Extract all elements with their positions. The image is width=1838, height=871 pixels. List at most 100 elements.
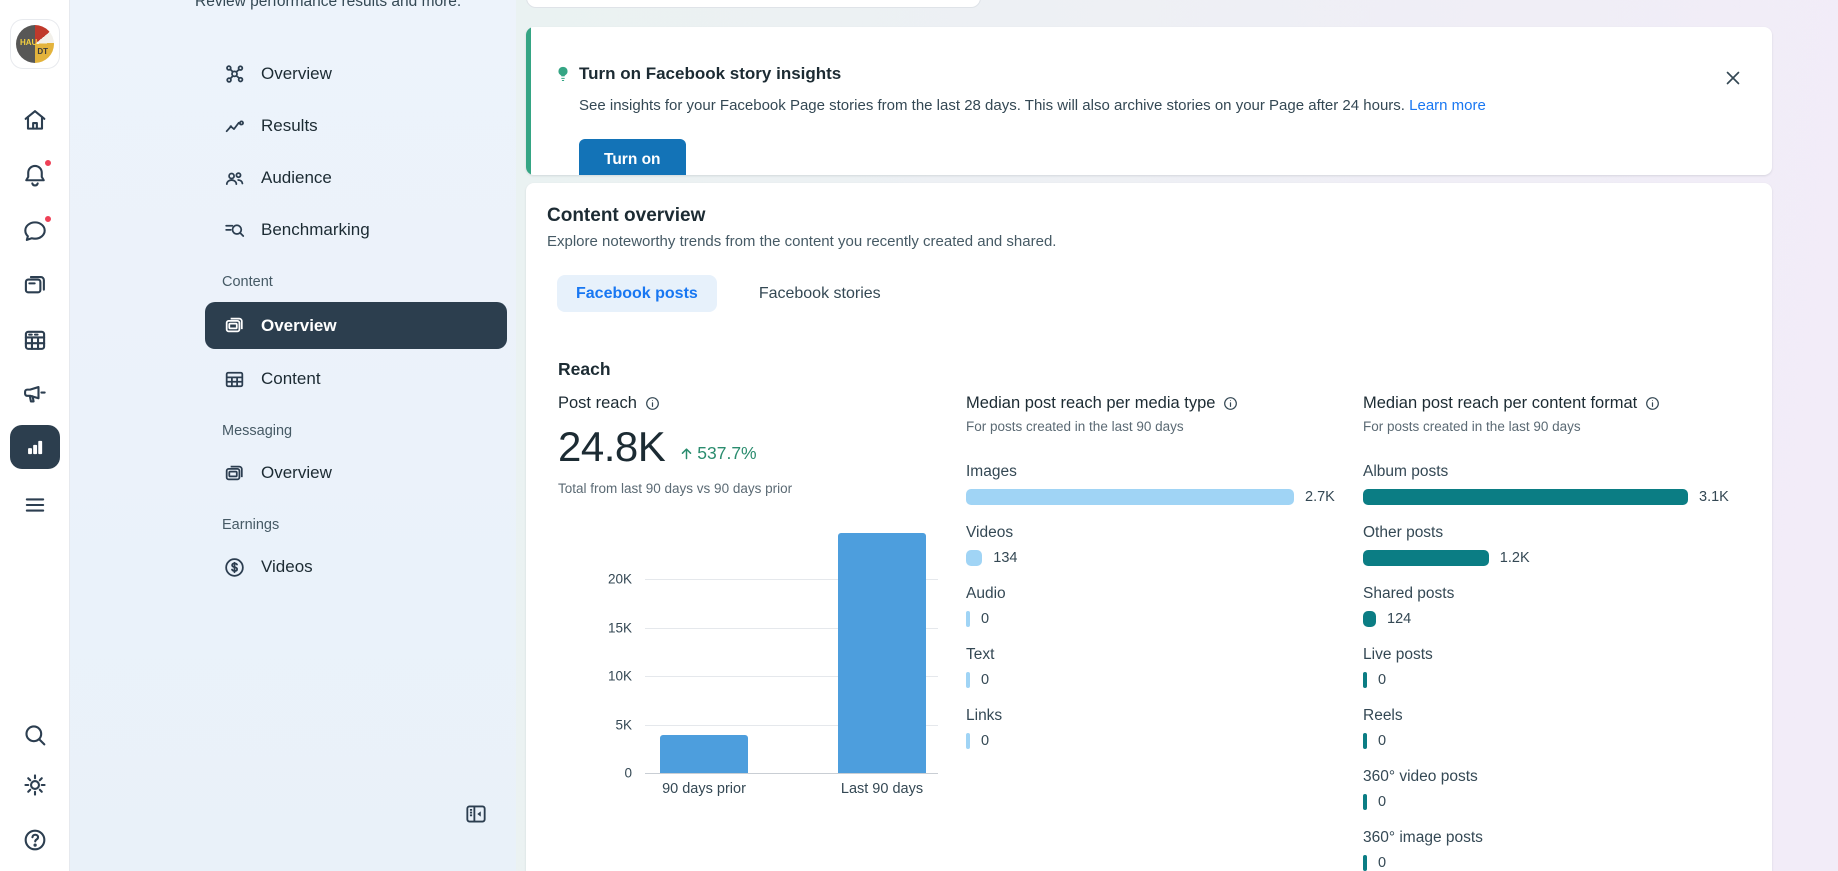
sidebar-item-label: Audience	[261, 168, 332, 187]
bar-last-90-days	[838, 532, 926, 773]
people-icon	[225, 171, 244, 185]
metric-row-other-posts: Other posts 1.2K	[1363, 524, 1772, 566]
home-icon[interactable]	[21, 106, 49, 134]
metric-row-links: Links 0	[966, 707, 1363, 749]
metric-bar	[1363, 488, 1688, 505]
post-reach-change: 537.7%	[679, 443, 757, 468]
post-reach-title: Post reach	[558, 394, 637, 412]
sidebar-item-audience[interactable]: Audience	[205, 156, 507, 200]
card-title: Content overview	[547, 205, 706, 226]
tab-facebook-stories[interactable]: Facebook stories	[758, 284, 881, 302]
sidebar-item-label: Overview	[261, 64, 332, 83]
gridline	[645, 676, 938, 678]
ads-icon[interactable]	[21, 381, 49, 409]
reach-section-heading: Reach	[558, 359, 611, 379]
settings-gear-icon[interactable]	[21, 771, 49, 799]
metric-row-360-video-posts: 360° video posts 0	[1363, 768, 1772, 810]
metric-row-audio: Audio 0	[966, 585, 1363, 627]
y-axis-tick: 0	[624, 765, 632, 781]
story-insights-banner: Turn on Facebook story insights See insi…	[526, 27, 1772, 175]
metric-bar	[1363, 854, 1367, 871]
y-axis-tick: 10K	[607, 668, 632, 684]
post-reach-plot: 20K 15K 10K 5K 0 90 days prior Last 90 days	[608, 528, 938, 797]
benchmark-search-icon	[225, 223, 245, 237]
messages-icon[interactable]	[21, 214, 53, 245]
planner-icon[interactable]	[21, 326, 49, 354]
sidebar-item-label: Benchmarking	[261, 220, 370, 239]
metric-bar	[1363, 793, 1367, 810]
info-icon[interactable]	[644, 395, 661, 412]
content-overview-card: Content overview Explore noteworthy tren…	[526, 183, 1772, 871]
content-format-subtitle: For posts created in the last 90 days	[1363, 419, 1581, 434]
bar-90-days-prior	[660, 735, 748, 773]
banner-accent-bar	[526, 27, 531, 175]
logo-text-bottom: DT	[37, 47, 48, 56]
gridline	[645, 773, 938, 774]
post-reach-total: 24.8K	[558, 423, 666, 470]
info-icon[interactable]	[1222, 395, 1239, 412]
metric-row-videos: Videos 134	[966, 524, 1363, 566]
media-type-chart: Images 2.7K Videos 134 Audio 0 Text 0 Links 0	[966, 463, 1363, 749]
banner-body-text: See insights for your Facebook Page stor…	[579, 97, 1405, 114]
trend-line-icon	[225, 120, 244, 132]
metric-value: 0	[1378, 793, 1387, 810]
y-axis-tick: 15K	[607, 620, 632, 636]
post-reach-caption: Total from last 90 days vs 90 days prior	[558, 481, 793, 496]
metric-label: 360° video posts	[1363, 768, 1478, 785]
banner-body: See insights for your Facebook Page stor…	[579, 97, 1486, 114]
sidebar-item-results[interactable]: Results	[205, 104, 507, 148]
metric-label: 360° image posts	[1363, 829, 1483, 846]
sidebar-item-content-overview[interactable]: Overview	[205, 302, 507, 349]
metric-value: 0	[1378, 732, 1387, 749]
learn-more-link[interactable]: Learn more	[1409, 97, 1486, 114]
sidebar-item-messaging-overview[interactable]: Overview	[205, 451, 507, 495]
sidebar-item-overview[interactable]: Overview	[205, 52, 507, 96]
scrolled-header-remnant	[526, 0, 981, 8]
info-icon[interactable]	[1644, 395, 1661, 412]
help-icon[interactable]	[21, 826, 49, 854]
metric-label: Album posts	[1363, 463, 1449, 480]
sidebar-item-label: Content	[261, 369, 321, 388]
network-icon	[226, 64, 244, 83]
gridline	[645, 579, 938, 581]
notifications-icon[interactable]	[21, 158, 53, 189]
workspace-logo[interactable]: HAU DT	[11, 20, 59, 68]
media-type-subtitle: For posts created in the last 90 days	[966, 419, 1184, 434]
sidebar-item-benchmarking[interactable]: Benchmarking	[205, 208, 507, 252]
metric-bar	[966, 732, 970, 749]
content-format-title: Median post reach per content format	[1363, 394, 1638, 412]
content-tabs: Facebook posts Facebook stories	[557, 275, 1772, 312]
metric-row-reels: Reels 0	[1363, 707, 1772, 749]
posts-icon[interactable]	[21, 271, 49, 299]
x-axis-label: Last 90 days	[840, 781, 924, 797]
tab-facebook-posts[interactable]: Facebook posts	[557, 275, 717, 312]
sidebar-intro-text: Review performance results and more.	[195, 0, 462, 10]
close-icon[interactable]	[1722, 67, 1744, 89]
metric-value: 3.1K	[1699, 488, 1729, 505]
collapse-sidebar-icon[interactable]	[455, 793, 497, 835]
metric-label: Audio	[966, 585, 1006, 602]
lightbulb-icon	[553, 64, 573, 84]
sidebar-item-label: Videos	[261, 557, 313, 576]
post-reach-panel: Post reach 24.8K 537.7%	[558, 394, 966, 871]
metric-bar	[966, 610, 970, 627]
dollar-icon	[225, 557, 244, 577]
menu-icon[interactable]	[21, 491, 49, 519]
notifications-badge	[43, 158, 53, 168]
main-content: Turn on Facebook story insights See insi…	[516, 0, 1838, 871]
y-axis-tick: 20K	[607, 571, 632, 587]
metric-label: Images	[966, 463, 1017, 480]
insights-icon[interactable]	[10, 425, 60, 469]
metric-value: 134	[993, 549, 1018, 566]
post-reach-chart: 20K 15K 10K 5K 0 90 days prior Last 90 days	[558, 528, 938, 806]
metric-row-shared-posts: Shared posts 124	[1363, 585, 1772, 627]
metric-row-360-image-posts: 360° image posts 0	[1363, 829, 1772, 871]
metric-row-live-posts: Live posts 0	[1363, 646, 1772, 688]
search-icon[interactable]	[21, 721, 49, 749]
banner-title: Turn on Facebook story insights	[579, 64, 842, 83]
turn-on-button[interactable]: Turn on	[579, 139, 686, 175]
table-icon	[225, 371, 244, 387]
sidebar-item-content[interactable]: Content	[205, 357, 507, 401]
sidebar-item-videos[interactable]: Videos	[205, 545, 507, 589]
metric-row-text: Text 0	[966, 646, 1363, 688]
